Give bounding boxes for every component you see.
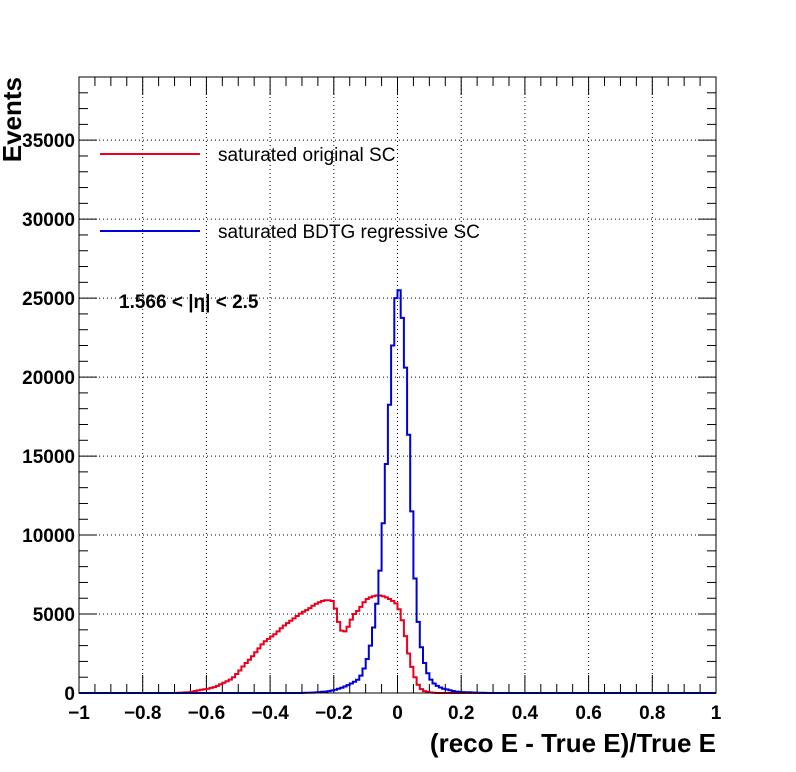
legend-label-original: saturated original SC [218,145,395,166]
x-tick-label: −0.6 [188,703,226,724]
y-tick-label: 10000 [22,526,75,547]
x-tick-label: −0.2 [315,703,353,724]
x-tick-label: −0.4 [251,703,289,724]
y-tick-label: 20000 [22,368,75,389]
y-tick-label: 35000 [22,131,75,152]
y-tick-label: 25000 [22,289,75,310]
y-tick-label: 30000 [22,210,75,231]
x-tick-label: −1 [68,703,90,724]
legend-label-bdtg: saturated BDTG regressive SC [218,222,480,243]
legend: saturated original SC saturated BDTG reg… [100,145,480,243]
eta-range-annotation: 1.566 < |η| < 2.5 [119,292,259,313]
axes: −1 −0.8 −0.6 −0.4 −0.2 0 0.2 0.4 0.6 0.8 1 0 5000 100… [22,77,722,724]
y-axis-title: Events [0,77,27,162]
x-tick-label: 1 [711,703,722,724]
x-axis-title: (reco E - True E)/True E [430,728,716,758]
x-tick-label: 0 [392,703,403,724]
x-tick-label: 0.8 [639,703,665,724]
x-tick-label: 0.6 [575,703,601,724]
y-tick-label: 0 [64,684,75,705]
y-tick-label: 5000 [33,605,75,626]
x-tick-label: 0.4 [512,703,539,724]
x-tick-label: 0.2 [448,703,474,724]
grid [79,77,716,693]
y-tick-label: 15000 [22,447,75,468]
x-tick-label: −0.8 [124,703,162,724]
plot-frame [78,76,717,694]
